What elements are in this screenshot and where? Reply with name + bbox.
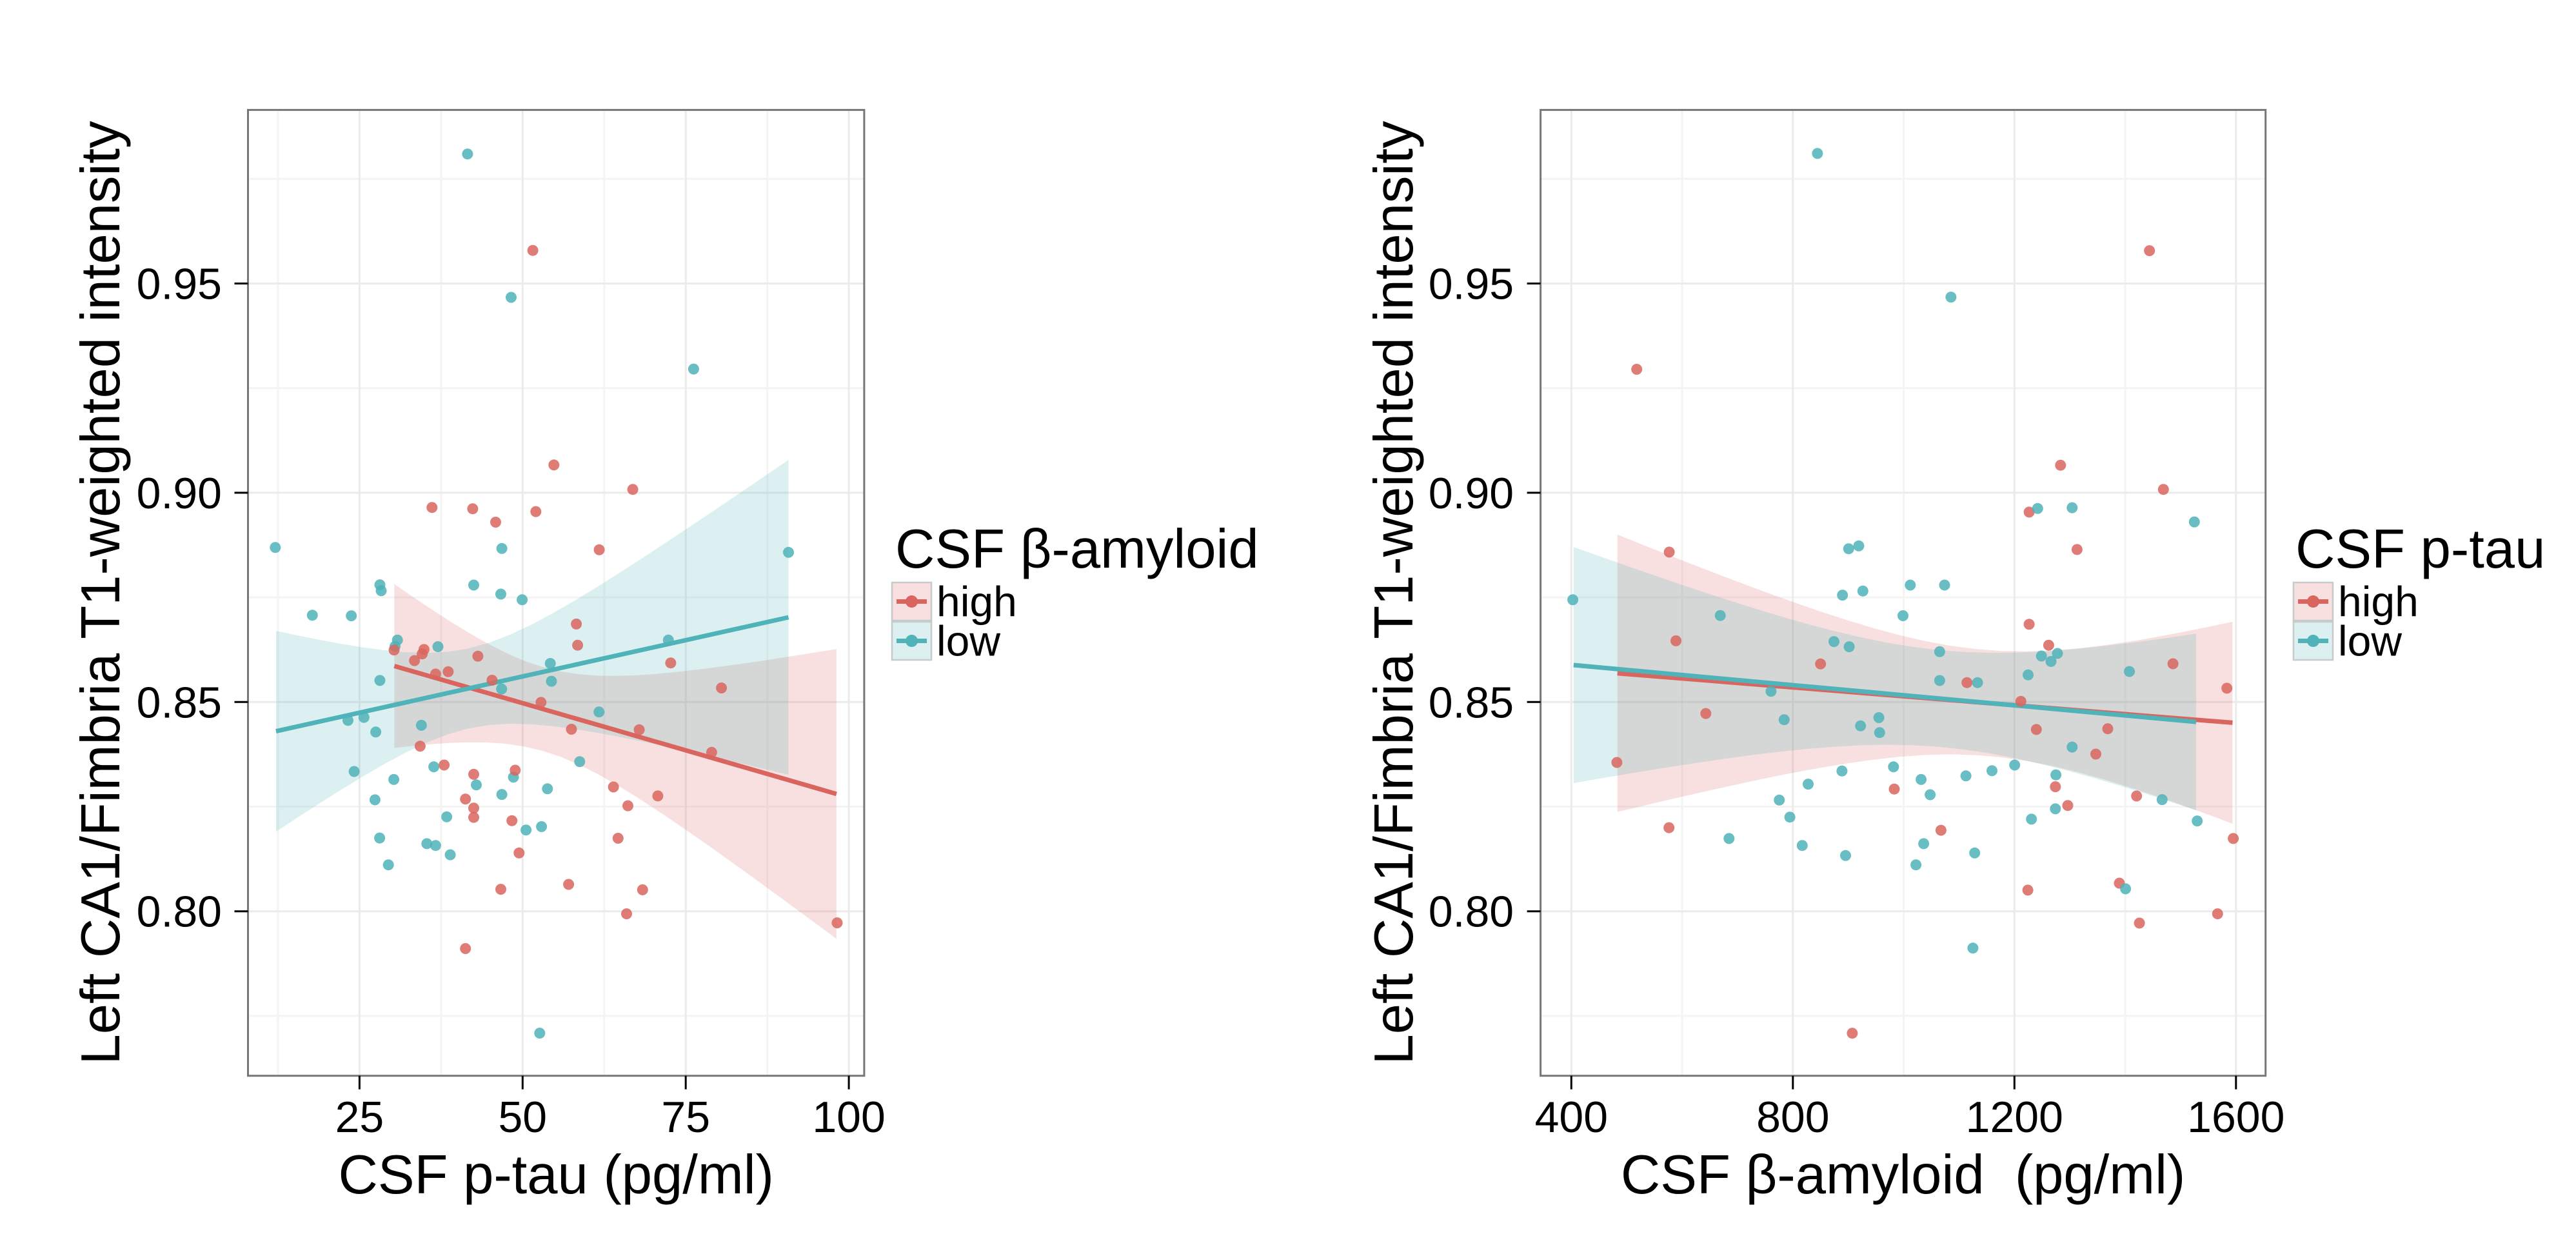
svg-text:1200: 1200: [1966, 1093, 2063, 1142]
svg-text:75: 75: [661, 1093, 710, 1142]
svg-text:800: 800: [1756, 1093, 1829, 1142]
svg-text:CSF β-amyloid (pg/ml): CSF β-amyloid (pg/ml): [1621, 1144, 2185, 1206]
svg-text:CSF β-amyloid: CSF β-amyloid: [895, 519, 1259, 580]
svg-text:CSF p-tau (pg/ml): CSF p-tau (pg/ml): [338, 1144, 773, 1206]
svg-text:low: low: [2338, 617, 2402, 665]
svg-text:0.80: 0.80: [137, 888, 222, 937]
svg-text:Left CA1/Fimbria T1-weighted i: Left CA1/Fimbria T1-weighted intensity: [70, 121, 132, 1064]
svg-text:low: low: [936, 617, 1000, 665]
svg-text:25: 25: [335, 1093, 384, 1142]
svg-text:0.80: 0.80: [1429, 888, 1514, 937]
svg-text:0.90: 0.90: [137, 469, 222, 518]
svg-text:0.95: 0.95: [1429, 260, 1514, 309]
svg-text:0.95: 0.95: [137, 260, 222, 309]
svg-text:0.90: 0.90: [1429, 469, 1514, 518]
svg-text:high: high: [936, 578, 1017, 626]
svg-text:100: 100: [812, 1093, 885, 1142]
svg-text:Left CA1/Fimbria T1-weighted i: Left CA1/Fimbria T1-weighted intensity: [1363, 121, 1425, 1064]
svg-text:1600: 1600: [2187, 1093, 2284, 1142]
svg-text:0.85: 0.85: [1429, 678, 1514, 727]
svg-text:0.85: 0.85: [137, 678, 222, 727]
svg-text:50: 50: [498, 1093, 547, 1142]
svg-text:high: high: [2338, 578, 2419, 626]
svg-text:CSF p-tau: CSF p-tau: [2295, 519, 2545, 580]
svg-text:400: 400: [1535, 1093, 1608, 1142]
